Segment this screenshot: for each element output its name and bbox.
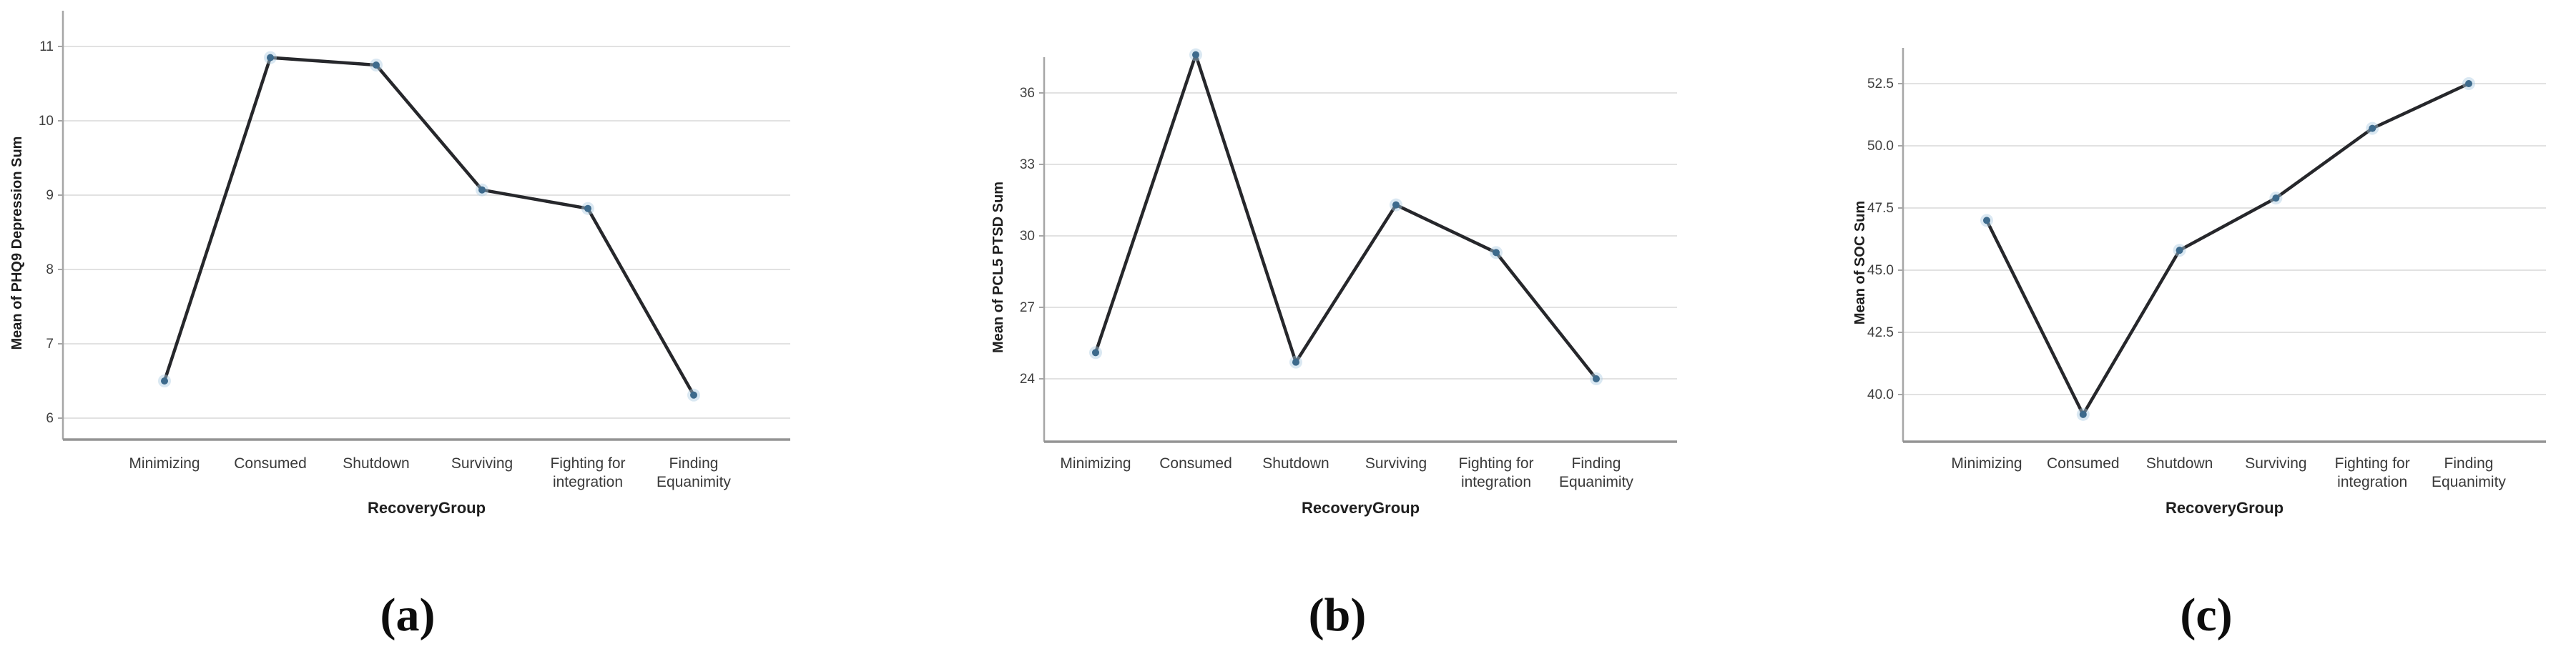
y-tick-label: 24 [1020,372,1036,387]
series-line [162,56,696,397]
chart-panel-b: 36 33 30 27 24 Minimizing Consumed Shutdown Surv… [915,0,1759,669]
y-axis-title: Mean of SOC Sum [1852,201,1868,324]
chart-panel-c: 52.5 50.0 47.5 45.0 42.5 40.0 Minimizing Consum… [1766,0,2576,669]
x-category-label: Consumed [234,455,307,472]
data-point [267,54,274,61]
x-category-label: Consumed [1159,455,1232,472]
data-point [2176,247,2183,254]
x-category-label: Minimizing [129,455,200,472]
x-axis-title: RecoveryGroup [1302,499,1420,517]
data-point [1292,358,1299,366]
line-chart-pcl5: 36 33 30 27 24 Minimizing Consumed Shutdown Surv… [990,48,1677,517]
x-category-label: Shutdown [343,455,409,472]
data-point [1983,217,1990,224]
x-category-label: Minimizing [1060,455,1131,472]
x-category-label: Fighting for [1458,455,1533,472]
data-point [2369,124,2376,132]
y-tick-label: 50.0 [1867,139,1894,154]
y-tick-label: 30 [1020,229,1035,244]
data-point [1493,249,1500,257]
data-point [2272,194,2280,202]
data-point [584,204,591,212]
y-tick-label: 27 [1020,300,1035,315]
x-category-label: Surviving [2245,455,2306,472]
y-tick-label: 42.5 [1867,325,1894,340]
y-axis-title: Mean of PHQ9 Depression Sum [9,137,25,350]
x-category-label: integration [553,474,623,490]
series-line [1093,53,1598,381]
caption-a: (a) [380,589,436,641]
x-axis-title: RecoveryGroup [368,499,486,517]
y-tick-label: 11 [39,39,54,54]
y-tick-label: 36 [1020,86,1035,101]
x-category-label: Finding [669,455,719,472]
x-category-label: Minimizing [1951,455,2022,472]
x-category-label: Surviving [451,455,513,472]
y-tick-label: 47.5 [1867,201,1894,216]
x-category-label: Shutdown [1262,455,1329,472]
x-category-label: Finding [2444,455,2494,472]
x-category-label: Finding [1572,455,1621,472]
x-category-label: Consumed [2047,455,2120,472]
caption-b: (b) [1308,589,1367,641]
y-tick-label: 33 [1020,157,1035,172]
y-tick-label: 52.5 [1867,76,1894,91]
data-point [690,391,697,399]
y-tick-label: 45.0 [1867,263,1894,278]
line-chart-soc: 52.5 50.0 47.5 45.0 42.5 40.0 Minimizing Consum… [1852,48,2546,517]
chart-panel-a: 11 10 9 8 7 6 Minimizing Consumed Shutdown Surviv… [0,0,908,669]
y-axis-title: Mean of PCL5 PTSD Sum [990,182,1006,353]
x-category-label: integration [1461,474,1531,490]
y-tick-label: 7 [46,337,54,352]
data-point [478,186,486,194]
y-tick-label: 10 [39,114,54,129]
y-tick-label: 6 [46,411,54,426]
x-category-label: Equanimity [1559,474,1633,490]
x-axis-title: RecoveryGroup [2165,499,2284,517]
x-category-label: Shutdown [2146,455,2213,472]
data-point [1192,51,1199,59]
y-tick-label: 40.0 [1867,387,1894,402]
data-point [373,61,380,69]
data-point [2465,80,2472,87]
x-category-label: Equanimity [2432,474,2506,490]
x-category-label: Fighting for [550,455,625,472]
data-point [2079,410,2087,418]
data-point [161,377,168,385]
x-category-label: Fighting for [2335,455,2410,472]
y-tick-label: 8 [46,262,54,277]
caption-c: (c) [2180,589,2233,641]
x-category-label: Equanimity [657,474,731,490]
data-point [1092,349,1099,357]
data-point [1392,201,1400,209]
x-category-label: integration [2337,474,2407,490]
x-category-label: Surviving [1365,455,1427,472]
line-chart-phq9: 11 10 9 8 7 6 Minimizing Consumed Shutdown Surviv… [9,11,790,517]
y-tick-label: 9 [46,188,54,203]
data-point [1593,375,1600,382]
series-line [1985,81,2471,417]
